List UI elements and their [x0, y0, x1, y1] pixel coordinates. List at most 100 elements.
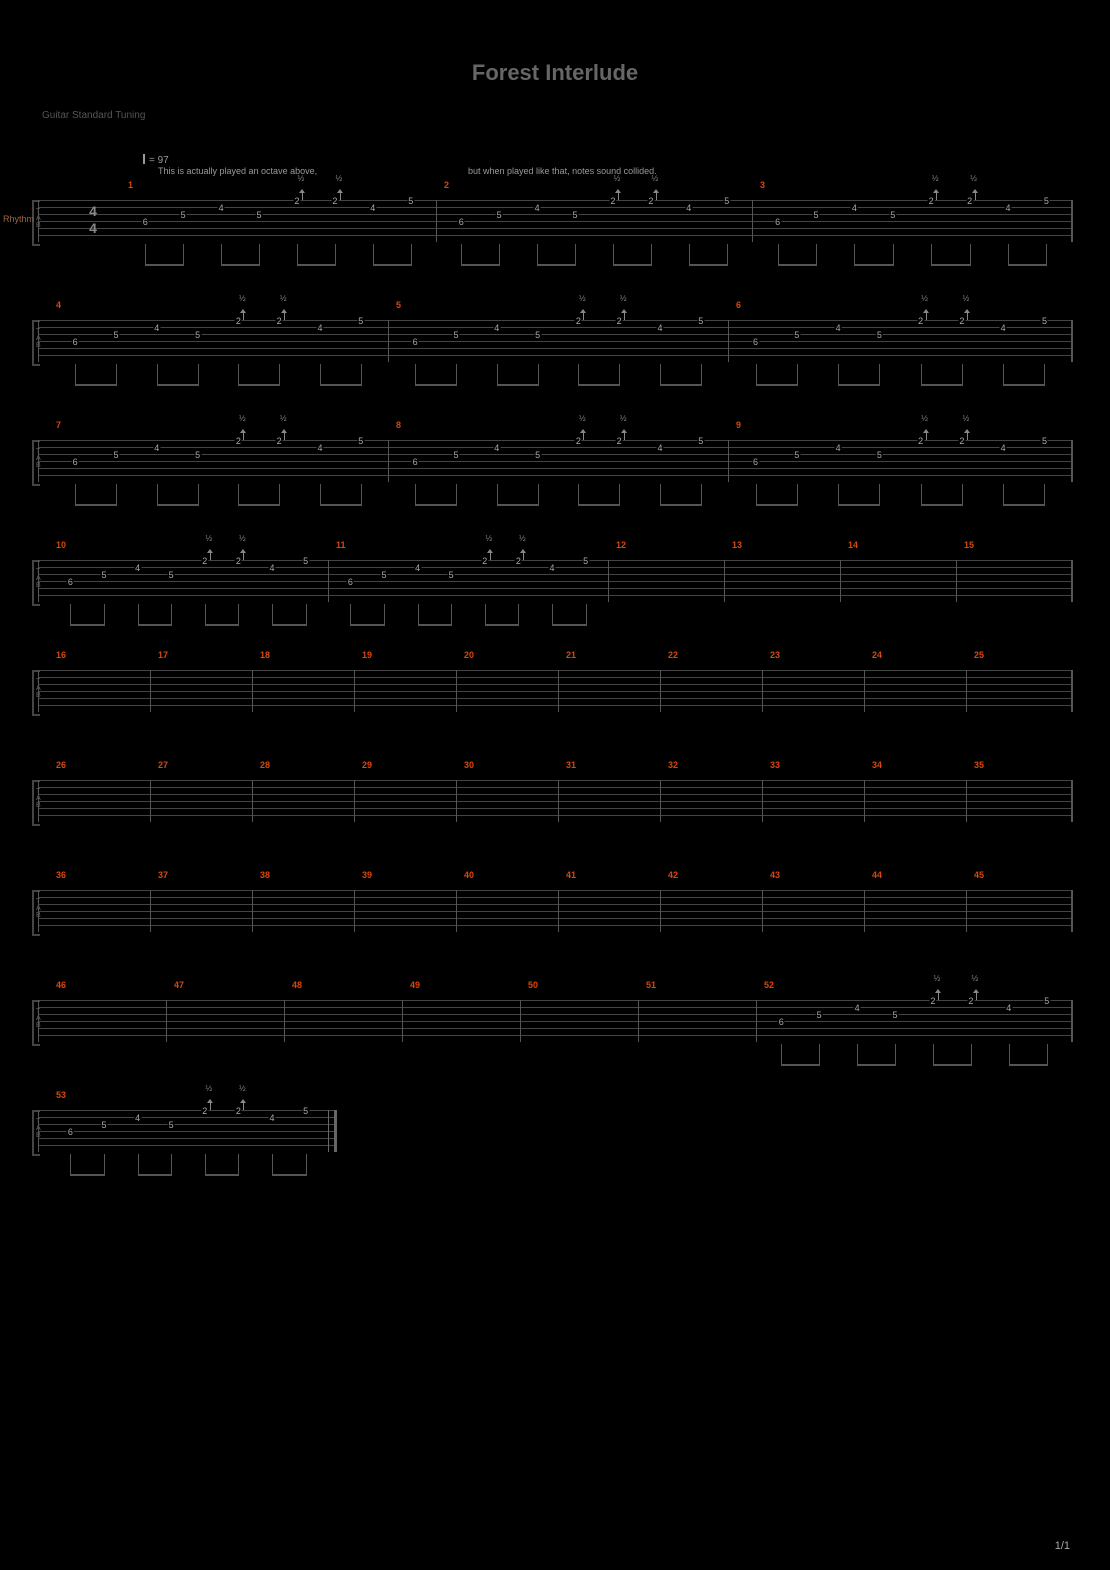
- barline: [388, 320, 389, 362]
- fret-number: 5: [1043, 196, 1050, 206]
- fret-number: 5: [1043, 996, 1050, 1006]
- fret-number: 2: [331, 196, 338, 206]
- fret-number: 6: [347, 577, 354, 587]
- fret-number: 5: [100, 570, 107, 580]
- fret-number: 5: [448, 570, 455, 580]
- tab-staff: TABRhythm4465452½2½4565452½2½4565452½2½4…: [38, 200, 1072, 242]
- fret-number: 2: [235, 556, 242, 566]
- measure-number: 43: [770, 870, 780, 880]
- fret-number: 2: [293, 196, 300, 206]
- fret-number: 6: [67, 577, 74, 587]
- bend-label: ½: [336, 174, 343, 183]
- tab-staff: TAB: [38, 670, 1072, 712]
- measure-number: 9: [736, 420, 741, 430]
- bend-label: ½: [579, 414, 586, 423]
- fret-number: 4: [268, 1113, 275, 1123]
- fret-number: 4: [134, 563, 141, 573]
- bend-arrow-icon: [242, 430, 246, 440]
- fret-number: 5: [100, 1120, 107, 1130]
- measure-number: 21: [566, 650, 576, 660]
- staff-system: TAB65452½2½4565452½2½4565452½2½45456: [38, 320, 1072, 362]
- tab-clef: TAB: [36, 898, 60, 919]
- staff-system: TABRhythm4465452½2½4565452½2½4565452½2½4…: [38, 200, 1072, 242]
- staff-system: TAB36373839404142434445: [38, 890, 1072, 932]
- staff-system: TAB65452½2½4565452½2½45101112131415: [38, 560, 1072, 602]
- barline: [762, 780, 763, 822]
- measure-number: 1: [128, 180, 133, 190]
- barline: [966, 780, 967, 822]
- measure-number: 17: [158, 650, 168, 660]
- fret-number: 6: [72, 457, 79, 467]
- fret-number: 4: [656, 323, 663, 333]
- measure-number: 53: [56, 1090, 66, 1100]
- fret-number: 4: [414, 563, 421, 573]
- barline: [1072, 780, 1073, 822]
- bend-arrow-icon: [283, 310, 287, 320]
- bend-label: ½: [963, 294, 970, 303]
- bend-arrow-icon: [925, 310, 929, 320]
- measure-number: 19: [362, 650, 372, 660]
- fret-number: 5: [168, 1120, 175, 1130]
- measure-number: 11: [336, 540, 346, 550]
- tempo-marking: = 97: [143, 154, 169, 166]
- bend-arrow-icon: [582, 310, 586, 320]
- bend-arrow-icon: [582, 430, 586, 440]
- measure-number: 49: [410, 980, 420, 990]
- measure-number: 13: [732, 540, 742, 550]
- fret-number: 5: [452, 330, 459, 340]
- fret-number: 6: [67, 1127, 74, 1137]
- measure-number: 22: [668, 650, 678, 660]
- barline: [608, 560, 609, 602]
- barline: [864, 670, 865, 712]
- barline: [1072, 1000, 1073, 1042]
- measure-number: 32: [668, 760, 678, 770]
- bend-label: ½: [972, 974, 979, 983]
- fret-number: 5: [816, 1010, 823, 1020]
- barline: [150, 670, 151, 712]
- bend-arrow-icon: [617, 190, 621, 200]
- fret-number: 5: [380, 570, 387, 580]
- fret-number: 5: [112, 330, 119, 340]
- bend-arrow-icon: [522, 550, 526, 560]
- fret-number: 5: [357, 436, 364, 446]
- barline: [966, 670, 967, 712]
- fret-number: 6: [752, 337, 759, 347]
- bend-label: ½: [579, 294, 586, 303]
- bend-arrow-icon: [623, 310, 627, 320]
- fret-number: 4: [493, 323, 500, 333]
- fret-number: 5: [256, 210, 263, 220]
- tab-clef: TAB: [36, 208, 60, 229]
- staff-system: TAB65452½2½4565452½2½4565452½2½45789: [38, 440, 1072, 482]
- tab-clef: TAB: [36, 328, 60, 349]
- fret-number: 2: [616, 316, 623, 326]
- fret-number: 2: [958, 436, 965, 446]
- fret-number: 5: [496, 210, 503, 220]
- fret-number: 4: [1000, 323, 1007, 333]
- measure-number: 39: [362, 870, 372, 880]
- fret-number: 5: [168, 570, 175, 580]
- bend-arrow-icon: [935, 190, 939, 200]
- tab-clef: TAB: [36, 448, 60, 469]
- fret-number: 4: [153, 323, 160, 333]
- measure-number: 40: [464, 870, 474, 880]
- fret-number: 5: [194, 330, 201, 340]
- fret-number: 2: [276, 316, 283, 326]
- barline: [558, 670, 559, 712]
- fret-number: 4: [835, 323, 842, 333]
- barline: [864, 890, 865, 932]
- barline: [558, 890, 559, 932]
- barline: [1072, 320, 1073, 362]
- bend-arrow-icon: [242, 1100, 246, 1110]
- measure-number: 51: [646, 980, 656, 990]
- staff-system: TAB26272829303132333435: [38, 780, 1072, 822]
- fret-number: 2: [967, 996, 974, 1006]
- fret-number: 6: [458, 217, 465, 227]
- barline: [328, 560, 329, 602]
- fret-number: 2: [276, 436, 283, 446]
- measure-number: 5: [396, 300, 401, 310]
- measure-number: 47: [174, 980, 184, 990]
- barline: [728, 440, 729, 482]
- fret-number: 6: [142, 217, 149, 227]
- measure-number: 33: [770, 760, 780, 770]
- fret-number: 2: [235, 1106, 242, 1116]
